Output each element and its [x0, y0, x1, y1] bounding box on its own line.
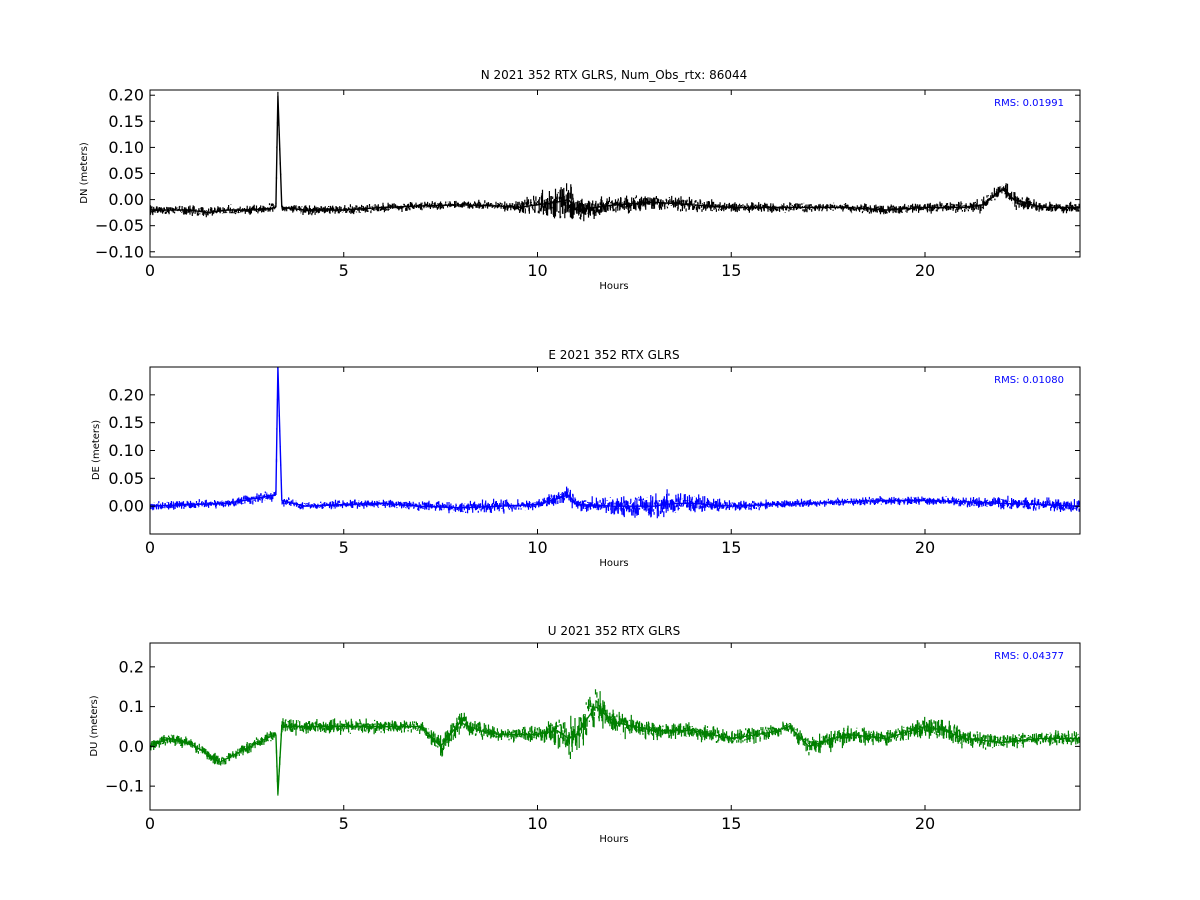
- y-tick-label: 0.10: [108, 441, 144, 460]
- x-tick-label: 10: [527, 538, 547, 557]
- series-line: [150, 95, 1080, 214]
- up-data-trace: [150, 689, 1080, 796]
- north-data-trace: [150, 91, 1080, 222]
- east-y-axis: 0.00 0.05 0.10 0.15 0.20: [108, 385, 1080, 516]
- east-x-axis: 0 5 10 15 20: [145, 367, 935, 557]
- east-x-axis-label: Hours: [599, 558, 628, 569]
- x-tick-label: 10: [527, 814, 547, 833]
- y-tick-label: 0.0: [119, 737, 144, 756]
- up-x-axis: 0 5 10 15 20: [145, 643, 935, 833]
- y-tick-label: 0.1: [119, 697, 144, 716]
- north-x-axis: 0 5 10 15 20: [145, 90, 935, 280]
- series-line: [150, 367, 1080, 509]
- y-tick-label: 0.20: [108, 385, 144, 404]
- north-x-axis-label: Hours: [599, 281, 628, 292]
- y-tick-label: 0.15: [108, 112, 144, 131]
- y-tick-label: 0.2: [119, 657, 144, 676]
- y-tick-label: 0.05: [108, 469, 144, 488]
- x-tick-label: 15: [721, 538, 741, 557]
- north-y-axis: −0.10 −0.05 0.00 0.05 0.10 0.15 0.20: [95, 86, 1080, 261]
- north-title: N 2021 352 RTX GLRS, Num_Obs_rtx: 86044: [481, 68, 748, 82]
- east-y-axis-label: DE (meters): [91, 420, 102, 480]
- x-tick-label: 15: [721, 261, 741, 280]
- east-data-trace: [150, 367, 1080, 519]
- x-tick-label: 5: [339, 261, 349, 280]
- y-tick-label: 0.05: [108, 164, 144, 183]
- y-tick-label: 0.10: [108, 138, 144, 157]
- east-title: E 2021 352 RTX GLRS: [548, 348, 679, 362]
- x-tick-label: 20: [915, 261, 935, 280]
- y-tick-label: 0.00: [108, 190, 144, 209]
- up-title: U 2021 352 RTX GLRS: [548, 624, 680, 638]
- x-tick-label: 0: [145, 261, 155, 280]
- up-y-axis-label: DU (meters): [89, 695, 100, 756]
- x-tick-label: 5: [339, 538, 349, 557]
- x-tick-label: 20: [915, 538, 935, 557]
- east-panel: E 2021 352 RTX GLRS 0 5 10 15 20 0.00 0.05 0.1…: [91, 348, 1081, 569]
- y-tick-label: 0.15: [108, 413, 144, 432]
- north-rms-annotation: RMS: 0.01991: [994, 98, 1064, 109]
- y-tick-label: −0.05: [95, 216, 144, 235]
- up-panel: U 2021 352 RTX GLRS 0 5 10 15 20 −0.10.00.10…: [89, 624, 1081, 845]
- x-tick-label: 20: [915, 814, 935, 833]
- x-tick-label: 15: [721, 814, 741, 833]
- up-x-axis-label: Hours: [599, 834, 628, 845]
- y-tick-label: −0.10: [95, 242, 144, 261]
- north-y-axis-label: DN (meters): [79, 142, 90, 204]
- series-line: [150, 706, 1080, 795]
- x-tick-label: 10: [527, 261, 547, 280]
- x-tick-label: 0: [145, 814, 155, 833]
- east-rms-annotation: RMS: 0.01080: [994, 375, 1064, 386]
- up-rms-annotation: RMS: 0.04377: [994, 651, 1064, 662]
- x-tick-label: 5: [339, 814, 349, 833]
- y-tick-label: 0.00: [108, 497, 144, 516]
- up-plot-frame: [149, 642, 1081, 811]
- y-tick-label: −0.1: [105, 777, 144, 796]
- x-tick-label: 0: [145, 538, 155, 557]
- y-tick-label: 0.20: [108, 86, 144, 105]
- up-y-axis: −0.1 0.0 0.1 0.2: [105, 657, 1080, 796]
- north-panel: N 2021 352 RTX GLRS, Num_Obs_rtx: 86044 …: [79, 68, 1081, 292]
